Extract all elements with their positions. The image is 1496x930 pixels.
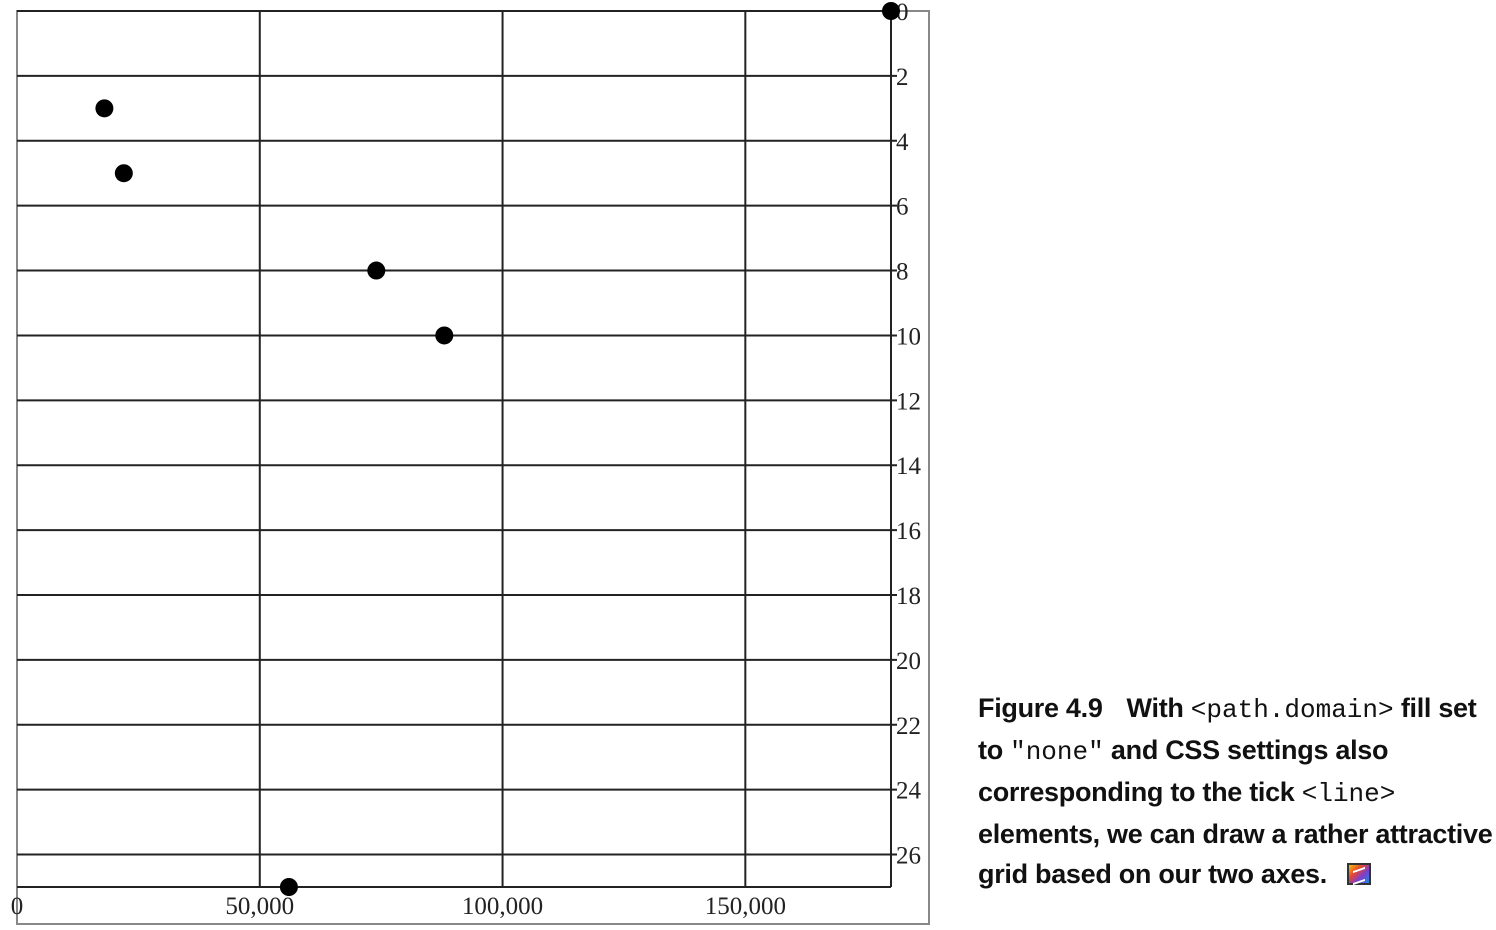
y-tick-label: 22 — [896, 713, 921, 740]
data-point — [435, 326, 454, 345]
y-tick-label: 18 — [896, 583, 921, 610]
figure-caption: Figure 4.9 With <path.domain> fill set to… — [978, 688, 1493, 894]
y-tick-label: 24 — [896, 778, 922, 805]
caption-text-1: With — [1126, 693, 1191, 723]
data-point — [114, 164, 133, 183]
data-point — [279, 878, 298, 896]
x-tick-label: 50,000 — [225, 893, 294, 920]
y-tick-label: 20 — [896, 648, 921, 675]
y-gridlines — [17, 74, 897, 856]
x-gridlines — [258, 11, 747, 887]
caption-code-none: "none" — [1010, 737, 1104, 767]
data-points — [95, 2, 900, 896]
data-point — [95, 99, 114, 118]
y-tick-label: 2 — [896, 64, 909, 91]
x-axis-tick-labels: 0 50,000 100,000 150,000 — [11, 893, 786, 920]
figure-number: Figure 4.9 — [978, 693, 1103, 723]
y-tick-label: 4 — [896, 129, 909, 156]
y-tick-label: 12 — [896, 388, 921, 415]
x-tick-label: 150,000 — [705, 893, 786, 920]
y-tick-label: 14 — [896, 453, 922, 480]
y-tick-label: 6 — [896, 194, 909, 221]
caption-code-path-domain: <path.domain> — [1190, 695, 1394, 725]
caption-text-2: fill set to — [978, 693, 1477, 765]
x-tick-label: 0 — [11, 893, 24, 920]
caption-code-line: <line> — [1301, 779, 1396, 809]
y-tick-label: 8 — [896, 259, 909, 286]
y-tick-label: 0 — [896, 0, 909, 26]
data-point — [882, 2, 900, 20]
axis-domain-lines — [17, 10, 892, 888]
y-tick-label: 26 — [896, 843, 921, 870]
y-tick-label: 16 — [896, 518, 921, 545]
caption-text-3: and CSS settings also corresponding to t… — [978, 735, 1389, 807]
x-tick-label: 100,000 — [462, 893, 543, 920]
color-plot-icon — [1346, 863, 1371, 885]
caption-text-4: elements, we can draw a rather attractiv… — [978, 819, 1493, 889]
data-point — [367, 261, 386, 280]
chart-frame — [16, 10, 930, 925]
y-tick-label: 10 — [896, 323, 921, 350]
